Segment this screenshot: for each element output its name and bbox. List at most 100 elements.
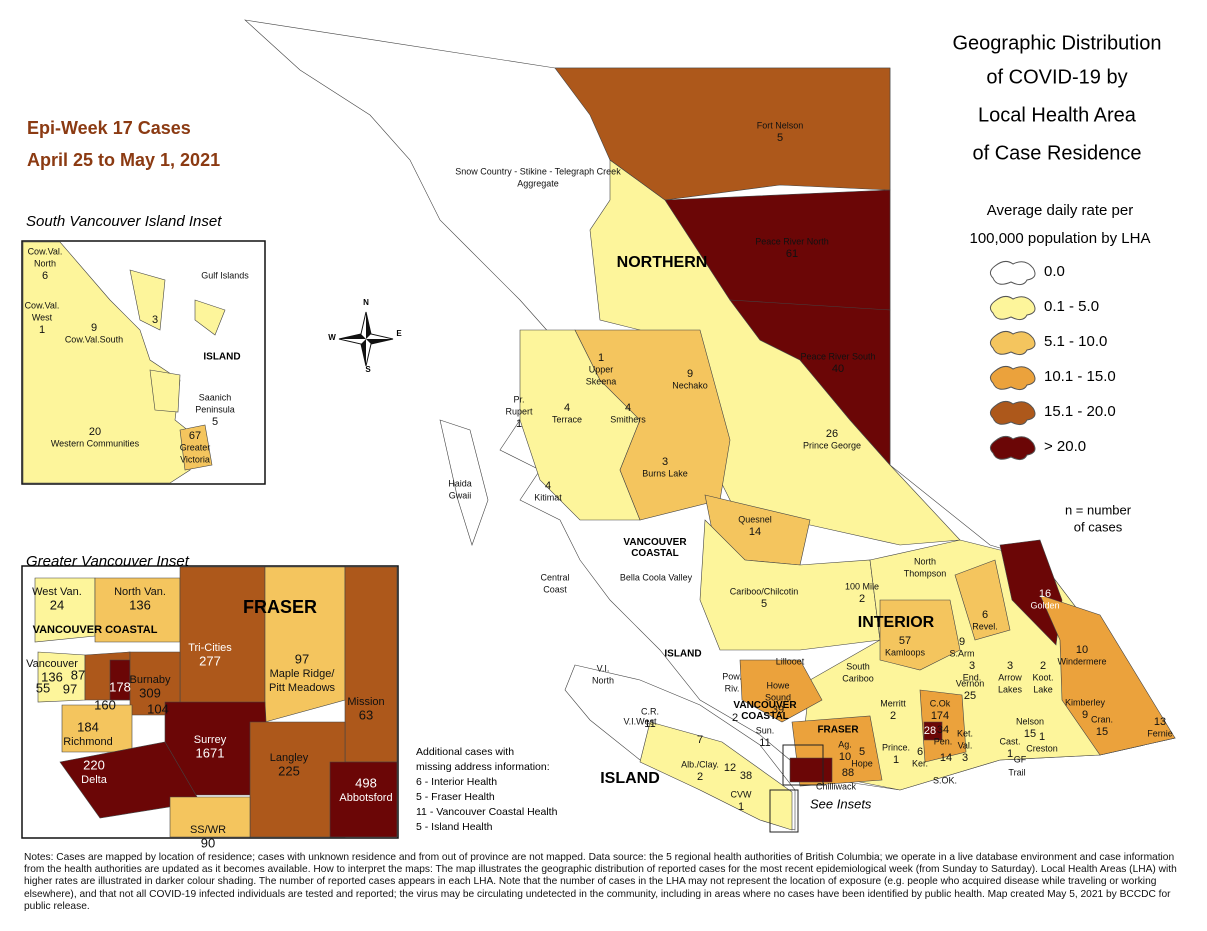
lha-name: Nechako <box>672 380 708 390</box>
lha-name: Coast <box>543 584 567 594</box>
lha-name: Gulf Islands <box>201 270 249 280</box>
case-count: 38 <box>740 770 752 782</box>
case-count: 40 <box>832 363 844 375</box>
case-count: 498 <box>355 775 377 790</box>
inset-title: South Vancouver Island Inset <box>26 213 222 230</box>
legend-swatch <box>989 365 1036 391</box>
authority-label: FRASER <box>817 725 859 736</box>
legend-swatch <box>989 400 1036 426</box>
lha-name: Riv. <box>725 683 740 693</box>
lha-name: Maple Ridge/ <box>270 668 336 680</box>
case-count: 11 <box>759 737 770 749</box>
case-count: 1 <box>738 801 744 813</box>
legend-note: of cases <box>1074 519 1123 534</box>
authority-label: ISLAND <box>203 352 240 363</box>
lha-name: North <box>592 675 614 685</box>
lha-name: S.Arm <box>949 648 974 658</box>
lha-name: North Van. <box>114 586 166 598</box>
case-count: 28 <box>924 725 936 737</box>
lha-name: Arrow <box>998 672 1022 682</box>
case-count: 225 <box>278 763 300 778</box>
title-line: of COVID-19 by <box>986 66 1127 88</box>
case-count: 1 <box>39 324 45 336</box>
lha-name: Skeena <box>586 376 617 386</box>
compass-rose <box>339 312 393 366</box>
case-count: 10 <box>1076 644 1088 656</box>
legend-title: Average daily rate per <box>987 202 1133 219</box>
case-count: 9 <box>1082 709 1088 721</box>
case-count: 309 <box>139 685 161 700</box>
lha-name: South <box>846 661 870 671</box>
authority-label: INTERIOR <box>858 614 935 631</box>
lha-name: Bella Coola Valley <box>620 572 693 582</box>
case-count: 3 <box>662 456 668 468</box>
case-count: 9 <box>959 636 965 648</box>
authority-label: VANCOUVER COASTAL <box>733 700 797 722</box>
lha-name: Abbotsford <box>339 792 392 804</box>
lha-name: Nelson <box>1016 716 1044 726</box>
authority-label: ISLAND <box>664 649 701 660</box>
map: Geographic Distribution of COVID-19 by L… <box>21 19 1176 850</box>
lha-name: Smithers <box>610 414 646 424</box>
lha-name: End. <box>963 672 982 682</box>
lha-name: C.R. <box>641 706 659 716</box>
lha-name: CVW <box>731 789 753 799</box>
compass-letter: N <box>363 298 369 307</box>
lha-name: Prince. <box>882 742 910 752</box>
lha-name: Kitimat <box>534 492 562 502</box>
lha-name: Golden <box>1030 600 1059 610</box>
case-count: 14 <box>940 752 952 764</box>
region <box>639 721 793 831</box>
lha-name: Peninsula <box>195 404 235 414</box>
missing-address-line: 6 - Interior Health <box>416 776 497 788</box>
legend-swatch <box>989 260 1036 286</box>
case-count: 4 <box>564 402 570 414</box>
case-count: 90 <box>201 835 215 850</box>
case-count: 220 <box>83 757 105 772</box>
haida-gwaii <box>439 419 489 546</box>
case-count: 67 <box>189 430 201 442</box>
lha-name: Saanich <box>199 392 232 402</box>
legend-note: n = number <box>1065 502 1132 517</box>
case-count: 136 <box>41 669 63 684</box>
legend-swatch <box>989 295 1036 321</box>
lha-name: V.I.West <box>623 716 657 726</box>
case-count: 20 <box>89 426 101 438</box>
case-count: 1 <box>1007 748 1013 760</box>
case-count: 2 <box>732 712 738 724</box>
compass-letter: W <box>328 333 336 342</box>
lha-name: S.OK. <box>933 775 957 785</box>
lha-name: Cran. <box>1091 714 1113 724</box>
case-count: 2 <box>697 771 703 783</box>
authority-label: VANCOUVER COASTAL <box>623 537 687 559</box>
case-count: 10 <box>839 751 851 763</box>
lha-name: Richmond <box>63 736 113 748</box>
case-count: 7 <box>697 734 703 746</box>
case-count: 6 <box>42 270 48 282</box>
lha-name: Trail <box>1008 767 1025 777</box>
lha-name: V.I. <box>597 663 610 673</box>
lha-name: Greater <box>180 442 211 452</box>
case-count: 6 <box>982 609 988 621</box>
case-count: 2 <box>1040 660 1046 672</box>
lha-name: Burns Lake <box>642 468 688 478</box>
region <box>129 269 166 331</box>
case-count: 61 <box>786 248 798 260</box>
lha-name: Kimberley <box>1065 697 1106 707</box>
lha-name: Mission <box>347 696 384 708</box>
lha-name: Chilliwack <box>816 781 857 791</box>
lha-name: Thompson <box>904 568 947 578</box>
case-count: 3 <box>962 752 968 764</box>
lha-name: Cow.Val. <box>25 300 60 310</box>
lha-name: Haida <box>448 478 472 488</box>
region <box>179 424 213 471</box>
case-count: 136 <box>129 597 151 612</box>
case-count: 9 <box>91 322 97 334</box>
case-count: 9 <box>687 368 693 380</box>
case-count: 160 <box>94 697 116 712</box>
legend-swatch <box>989 435 1036 461</box>
lha-name: Kamloops <box>885 647 926 657</box>
region <box>923 721 943 741</box>
case-count: 1 <box>516 418 522 430</box>
case-count: 5 <box>761 598 767 610</box>
